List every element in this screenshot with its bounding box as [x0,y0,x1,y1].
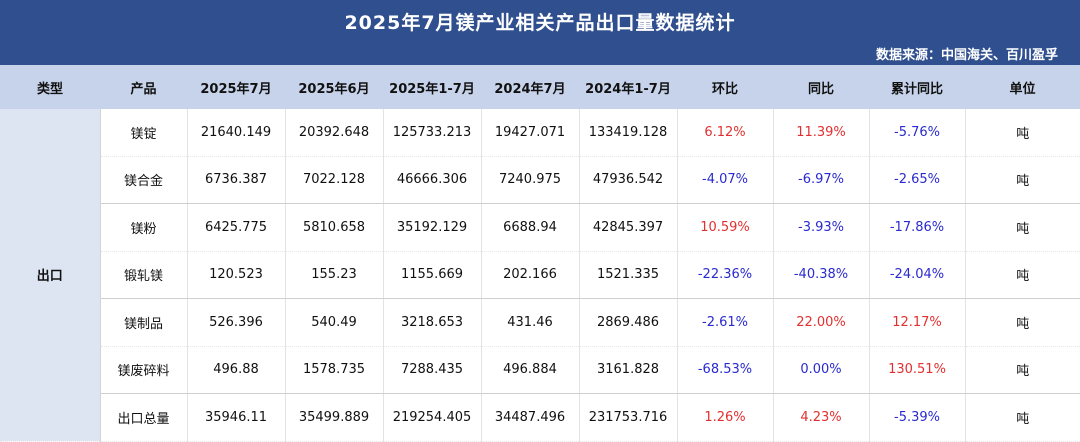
unit-cell: 吨 [965,346,1080,394]
page-title: 2025年7月镁产业相关产品出口量数据统计 [344,12,736,34]
value-cell: 35946.11 [187,393,286,442]
value-cell: 155.23 [285,251,384,299]
yoy-cell: 0.00% [773,346,870,394]
value-cell: 125733.213 [383,109,482,157]
mom-cell: -4.07% [677,156,774,204]
value-cell: 19427.071 [481,109,580,157]
value-cell: 35499.889 [285,393,384,442]
mom-cell: 1.26% [677,393,774,442]
value-cell: 3161.828 [579,346,678,394]
value-cell: 6736.387 [187,156,286,204]
product-cell: 镁锭 [100,109,188,157]
value-cell: 1155.669 [383,251,482,299]
value-cell: 3218.653 [383,298,482,347]
mom-cell: 6.12% [677,109,774,157]
col-header: 环比 [677,65,773,109]
product-cell: 镁制品 [100,298,188,347]
table-row: 锻轧镁 120.523 155.23 1155.669 202.166 1521… [0,251,1080,299]
value-cell: 526.396 [187,298,286,347]
header-row: 类型 产品 2025年7月 2025年6月 2025年1-7月 2024年7月 … [0,65,1080,109]
col-header: 2024年7月 [481,65,579,109]
col-header: 产品 [100,65,187,109]
type-cell: 出口 [0,109,101,442]
value-cell: 47936.542 [579,156,678,204]
col-header: 同比 [773,65,869,109]
value-cell: 133419.128 [579,109,678,157]
mom-cell: -68.53% [677,346,774,394]
mom-cell: -2.61% [677,298,774,347]
value-cell: 7240.975 [481,156,580,204]
value-cell: 202.166 [481,251,580,299]
product-cell: 出口总量 [100,393,188,442]
value-cell: 7288.435 [383,346,482,394]
value-cell: 496.884 [481,346,580,394]
yoy-cell: 22.00% [773,298,870,347]
col-header: 累计同比 [869,65,965,109]
unit-cell: 吨 [965,251,1080,299]
value-cell: 34487.496 [481,393,580,442]
col-header: 2024年1-7月 [579,65,677,109]
unit-cell: 吨 [965,109,1080,157]
value-cell: 219254.405 [383,393,482,442]
unit-cell: 吨 [965,393,1080,442]
value-cell: 2869.486 [579,298,678,347]
yoy-cell: -6.97% [773,156,870,204]
table-row: 镁粉 6425.775 5810.658 35192.129 6688.94 4… [0,203,1080,252]
cum-yoy-cell: -24.04% [869,251,966,299]
table-row: 镁制品 526.396 540.49 3218.653 431.46 2869.… [0,298,1080,347]
product-cell: 镁合金 [100,156,188,204]
value-cell: 21640.149 [187,109,286,157]
data-source: 数据来源：中国海关、百川盈孚 [875,48,1058,63]
unit-cell: 吨 [965,203,1080,252]
col-header: 2025年7月 [187,65,285,109]
value-cell: 120.523 [187,251,286,299]
value-cell: 7022.128 [285,156,384,204]
product-cell: 镁废碎料 [100,346,188,394]
col-header: 类型 [0,65,100,109]
col-header: 2025年1-7月 [383,65,481,109]
yoy-cell: -40.38% [773,251,870,299]
table-row: 出口 镁锭 21640.149 20392.648 125733.213 194… [0,109,1080,442]
cum-yoy-cell: -5.39% [869,393,966,442]
cum-yoy-cell: 130.51% [869,346,966,394]
yoy-cell: -3.93% [773,203,870,252]
cum-yoy-cell: -2.65% [869,156,966,204]
table-row: 镁合金 6736.387 7022.128 46666.306 7240.975… [0,156,1080,204]
export-table: 类型 产品 2025年7月 2025年6月 2025年1-7月 2024年7月 … [0,65,1080,442]
unit-cell: 吨 [965,156,1080,204]
cum-yoy-cell: 12.17% [869,298,966,347]
value-cell: 496.88 [187,346,286,394]
value-cell: 46666.306 [383,156,482,204]
value-cell: 431.46 [481,298,580,347]
mom-cell: 10.59% [677,203,774,252]
value-cell: 42845.397 [579,203,678,252]
value-cell: 540.49 [285,298,384,347]
mom-cell: -22.36% [677,251,774,299]
value-cell: 5810.658 [285,203,384,252]
value-cell: 20392.648 [285,109,384,157]
table-row: 出口总量 35946.11 35499.889 219254.405 34487… [0,393,1080,442]
yoy-cell: 4.23% [773,393,870,442]
yoy-cell: 11.39% [773,109,870,157]
col-header: 单位 [965,65,1080,109]
cum-yoy-cell: -17.86% [869,203,966,252]
value-cell: 1521.335 [579,251,678,299]
cum-yoy-cell: -5.76% [869,109,966,157]
table-row: 镁废碎料 496.88 1578.735 7288.435 496.884 31… [0,346,1080,394]
value-cell: 231753.716 [579,393,678,442]
value-cell: 35192.129 [383,203,482,252]
value-cell: 6688.94 [481,203,580,252]
product-cell: 镁粉 [100,203,188,252]
product-cell: 锻轧镁 [100,251,188,299]
value-cell: 1578.735 [285,346,384,394]
title-banner: 2025年7月镁产业相关产品出口量数据统计 数据来源：中国海关、百川盈孚 [0,0,1080,65]
value-cell: 6425.775 [187,203,286,252]
unit-cell: 吨 [965,298,1080,347]
col-header: 2025年6月 [285,65,383,109]
